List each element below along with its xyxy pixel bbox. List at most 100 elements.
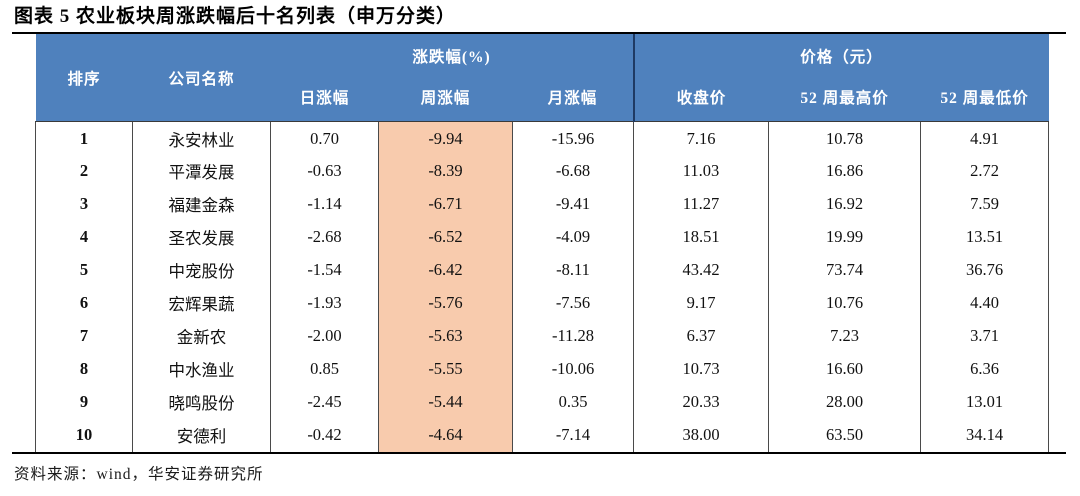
monthly-change-cell: -7.56 bbox=[511, 286, 634, 320]
low52-cell: 2.72 bbox=[920, 154, 1050, 188]
header-monthly-change: 月涨幅 bbox=[512, 77, 634, 123]
daily-change-cell: -2.00 bbox=[270, 319, 379, 353]
company-cell: 中水渔业 bbox=[132, 352, 271, 386]
header-52w-high: 52 周最高价 bbox=[768, 77, 921, 123]
rank-cell: 10 bbox=[35, 418, 133, 452]
close-price-cell: 38.00 bbox=[633, 418, 769, 452]
stock-table: 排序 公司名称 涨跌幅(%) 价格（元） 日涨幅 周涨幅 月涨幅 收盘价 52 … bbox=[35, 33, 1050, 452]
weekly-change-cell: -5.44 bbox=[378, 385, 513, 419]
company-cell: 晓鸣股份 bbox=[132, 385, 271, 419]
high52-cell: 10.78 bbox=[768, 121, 921, 155]
stock-table-wrap: 排序 公司名称 涨跌幅(%) 价格（元） 日涨幅 周涨幅 月涨幅 收盘价 52 … bbox=[35, 33, 1050, 452]
header-group-price: 价格（元） bbox=[632, 33, 1049, 78]
weekly-change-cell: -6.52 bbox=[378, 220, 513, 254]
low52-cell: 7.59 bbox=[920, 187, 1050, 221]
figure-title: 图表 5 农业板块周涨跌幅后十名列表（申万分类） bbox=[14, 6, 457, 27]
daily-change-cell: -2.68 bbox=[270, 220, 379, 254]
weekly-change-cell: -4.64 bbox=[378, 418, 513, 452]
company-cell: 圣农发展 bbox=[132, 220, 271, 254]
weekly-change-cell: -6.42 bbox=[378, 253, 513, 287]
rank-cell: 5 bbox=[35, 253, 133, 287]
table-row: 6 宏辉果蔬 -1.93 -5.76 -7.56 9.17 10.76 4.40 bbox=[35, 286, 1050, 320]
low52-cell: 4.40 bbox=[920, 286, 1050, 320]
daily-change-cell: -1.93 bbox=[270, 286, 379, 320]
low52-cell: 4.91 bbox=[920, 121, 1050, 155]
close-price-cell: 6.37 bbox=[633, 319, 769, 353]
weekly-change-cell: -5.63 bbox=[378, 319, 513, 353]
monthly-change-cell: -9.41 bbox=[511, 187, 634, 221]
table-body: 1 永安林业 0.70 -9.94 -15.96 7.16 10.78 4.91 2 平潭发展 -0… bbox=[35, 121, 1050, 452]
weekly-change-cell: -9.94 bbox=[378, 121, 513, 155]
monthly-change-cell: -15.96 bbox=[511, 121, 634, 155]
table-row: 9 晓鸣股份 -2.45 -5.44 0.35 20.33 28.00 13.01 bbox=[35, 385, 1050, 419]
table-row: 7 金新农 -2.00 -5.63 -11.28 6.37 7.23 3.71 bbox=[35, 319, 1050, 353]
close-price-cell: 18.51 bbox=[633, 220, 769, 254]
company-cell: 平潭发展 bbox=[132, 154, 271, 188]
source-note: 资料来源：wind，华安证券研究所 bbox=[14, 465, 264, 483]
company-cell: 宏辉果蔬 bbox=[132, 286, 271, 320]
header-close-price: 收盘价 bbox=[632, 77, 769, 123]
weekly-change-cell: -6.71 bbox=[378, 187, 513, 221]
high52-cell: 7.23 bbox=[768, 319, 921, 353]
company-cell: 永安林业 bbox=[132, 121, 271, 155]
close-price-cell: 11.27 bbox=[633, 187, 769, 221]
daily-change-cell: -1.54 bbox=[270, 253, 379, 287]
table-row: 8 中水渔业 0.85 -5.55 -10.06 10.73 16.60 6.36 bbox=[35, 352, 1050, 386]
close-price-cell: 10.73 bbox=[633, 352, 769, 386]
rank-cell: 9 bbox=[35, 385, 133, 419]
high52-cell: 73.74 bbox=[768, 253, 921, 287]
table-row: 1 永安林业 0.70 -9.94 -15.96 7.16 10.78 4.91 bbox=[35, 121, 1050, 155]
monthly-change-cell: -4.09 bbox=[511, 220, 634, 254]
table-header: 排序 公司名称 涨跌幅(%) 价格（元） 日涨幅 周涨幅 月涨幅 收盘价 52 … bbox=[35, 33, 1049, 123]
company-cell: 中宠股份 bbox=[132, 253, 271, 287]
rank-cell: 2 bbox=[35, 154, 133, 188]
monthly-change-cell: 0.35 bbox=[511, 385, 634, 419]
weekly-change-cell: -5.76 bbox=[378, 286, 513, 320]
high52-cell: 19.99 bbox=[768, 220, 921, 254]
rank-cell: 6 bbox=[35, 286, 133, 320]
company-cell: 金新农 bbox=[132, 319, 271, 353]
daily-change-cell: -0.42 bbox=[270, 418, 379, 452]
low52-cell: 34.14 bbox=[920, 418, 1050, 452]
header-52w-low: 52 周最低价 bbox=[920, 77, 1049, 123]
high52-cell: 28.00 bbox=[768, 385, 921, 419]
high52-cell: 16.60 bbox=[768, 352, 921, 386]
daily-change-cell: 0.85 bbox=[270, 352, 379, 386]
high52-cell: 16.92 bbox=[768, 187, 921, 221]
low52-cell: 36.76 bbox=[920, 253, 1050, 287]
monthly-change-cell: -10.06 bbox=[511, 352, 634, 386]
low52-cell: 6.36 bbox=[920, 352, 1050, 386]
monthly-change-cell: -11.28 bbox=[511, 319, 634, 353]
low52-cell: 13.01 bbox=[920, 385, 1050, 419]
rank-cell: 3 bbox=[35, 187, 133, 221]
monthly-change-cell: -7.14 bbox=[511, 418, 634, 452]
close-price-cell: 9.17 bbox=[633, 286, 769, 320]
weekly-change-cell: -5.55 bbox=[378, 352, 513, 386]
rank-cell: 7 bbox=[35, 319, 133, 353]
title-rule bbox=[12, 31, 1066, 34]
low52-cell: 3.71 bbox=[920, 319, 1050, 353]
daily-change-cell: -1.14 bbox=[270, 187, 379, 221]
table-bottom-rule bbox=[12, 451, 1066, 454]
company-cell: 福建金森 bbox=[132, 187, 271, 221]
rank-cell: 4 bbox=[35, 220, 133, 254]
rank-cell: 1 bbox=[35, 121, 133, 155]
close-price-cell: 20.33 bbox=[633, 385, 769, 419]
table-row: 10 安德利 -0.42 -4.64 -7.14 38.00 63.50 34.14 bbox=[35, 418, 1050, 452]
close-price-cell: 11.03 bbox=[633, 154, 769, 188]
header-rank: 排序 bbox=[35, 33, 133, 123]
daily-change-cell: -2.45 bbox=[270, 385, 379, 419]
weekly-change-cell: -8.39 bbox=[378, 154, 513, 188]
table-row: 3 福建金森 -1.14 -6.71 -9.41 11.27 16.92 7.59 bbox=[35, 187, 1050, 221]
header-company: 公司名称 bbox=[132, 33, 271, 123]
monthly-change-cell: -8.11 bbox=[511, 253, 634, 287]
header-group-change: 涨跌幅(%) bbox=[270, 33, 634, 78]
table-row: 4 圣农发展 -2.68 -6.52 -4.09 18.51 19.99 13.51 bbox=[35, 220, 1050, 254]
rank-cell: 8 bbox=[35, 352, 133, 386]
table-row: 5 中宠股份 -1.54 -6.42 -8.11 43.42 73.74 36.76 bbox=[35, 253, 1050, 287]
monthly-change-cell: -6.68 bbox=[511, 154, 634, 188]
high52-cell: 16.86 bbox=[768, 154, 921, 188]
close-price-cell: 7.16 bbox=[633, 121, 769, 155]
header-weekly-change: 周涨幅 bbox=[378, 77, 513, 123]
